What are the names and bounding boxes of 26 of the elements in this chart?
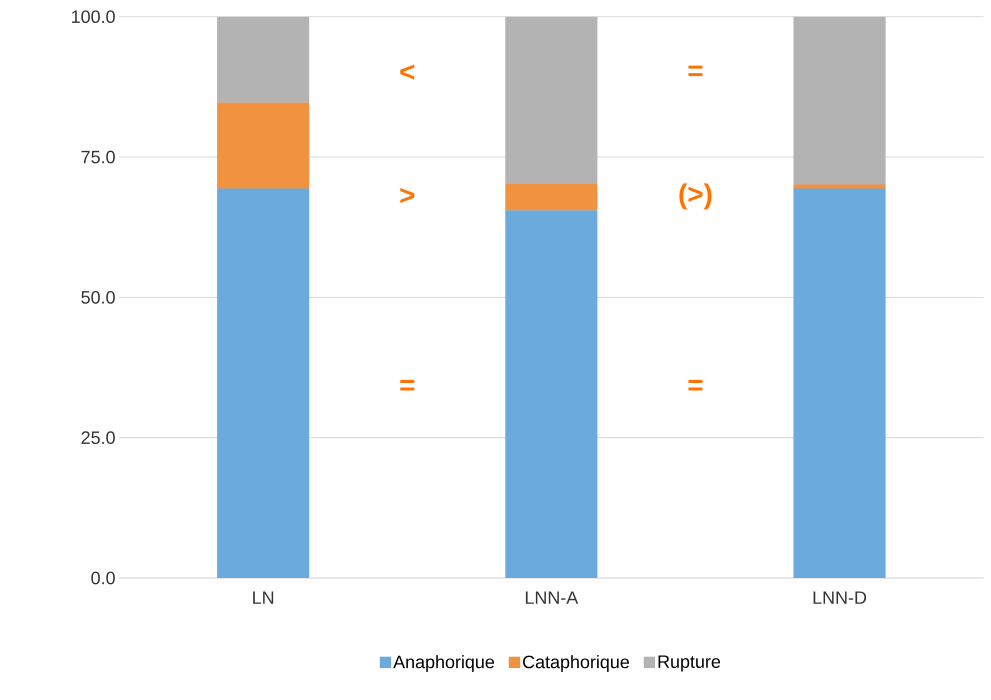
y-tick-label: 75.0 xyxy=(82,150,115,164)
annotation: < xyxy=(400,64,414,80)
y-tick-label: 25.0 xyxy=(82,431,115,444)
bar xyxy=(505,183,598,210)
bar xyxy=(217,188,310,578)
bar xyxy=(217,102,310,189)
x-tick-label: LN xyxy=(253,592,274,604)
x-tick-label: LNN-D xyxy=(814,592,866,604)
y-tick-label: 50.0 xyxy=(81,291,115,304)
bar xyxy=(505,210,598,578)
bar xyxy=(793,184,886,189)
bar xyxy=(505,16,598,184)
x-tick-label: LNN-A xyxy=(526,592,578,604)
annotation: = xyxy=(688,66,702,76)
annotation: = xyxy=(688,380,702,390)
y-tick-label: 0.0 xyxy=(91,572,115,584)
bar xyxy=(793,16,886,185)
legend-label: Anaphorique xyxy=(393,655,494,672)
bar xyxy=(217,16,310,103)
y-tick-label: 100.0 xyxy=(72,10,115,24)
annotation: (>) xyxy=(679,183,712,210)
bar xyxy=(793,188,886,578)
legend-label: Rupture xyxy=(658,656,720,672)
legend-label: Cataphorique xyxy=(523,655,629,672)
annotation: > xyxy=(400,188,414,204)
annotation: = xyxy=(400,380,414,390)
